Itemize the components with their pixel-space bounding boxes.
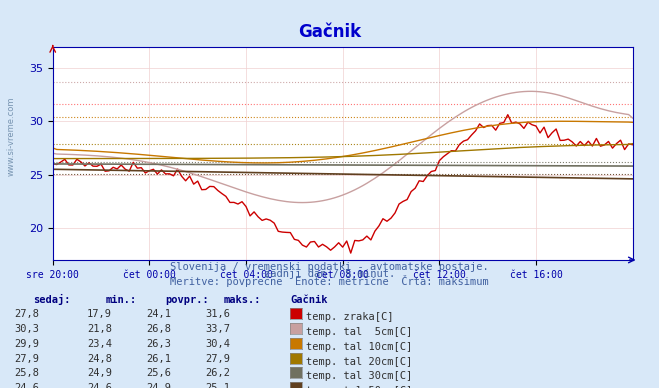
Text: temp. tal 50cm[C]: temp. tal 50cm[C] <box>306 386 413 388</box>
Text: temp. tal 30cm[C]: temp. tal 30cm[C] <box>306 371 413 381</box>
Text: 26,1: 26,1 <box>146 353 171 364</box>
Text: temp. tal  5cm[C]: temp. tal 5cm[C] <box>306 327 413 337</box>
Text: min.:: min.: <box>105 294 136 305</box>
Text: 27,9: 27,9 <box>206 353 231 364</box>
Text: Gačnik: Gačnik <box>298 23 361 41</box>
Text: 23,4: 23,4 <box>87 339 112 349</box>
Text: 25,8: 25,8 <box>14 368 40 378</box>
Text: 25,1: 25,1 <box>206 383 231 388</box>
Text: 33,7: 33,7 <box>206 324 231 334</box>
Text: 29,9: 29,9 <box>14 339 40 349</box>
Text: 24,8: 24,8 <box>87 353 112 364</box>
Text: maks.:: maks.: <box>224 294 262 305</box>
Text: 24,1: 24,1 <box>146 309 171 319</box>
Text: 24,6: 24,6 <box>87 383 112 388</box>
Text: zadnji dan / 5 minut.: zadnji dan / 5 minut. <box>264 269 395 279</box>
Text: 26,3: 26,3 <box>146 339 171 349</box>
Text: 21,8: 21,8 <box>87 324 112 334</box>
Text: 26,2: 26,2 <box>206 368 231 378</box>
Text: temp. zraka[C]: temp. zraka[C] <box>306 312 394 322</box>
Text: 30,3: 30,3 <box>14 324 40 334</box>
Text: Meritve: povprečne  Enote: metrične  Črta: maksimum: Meritve: povprečne Enote: metrične Črta:… <box>170 275 489 287</box>
Text: 24,9: 24,9 <box>87 368 112 378</box>
Text: Slovenija / vremenski podatki - avtomatske postaje.: Slovenija / vremenski podatki - avtomats… <box>170 262 489 272</box>
Text: www.si-vreme.com: www.si-vreme.com <box>7 96 16 175</box>
Text: temp. tal 20cm[C]: temp. tal 20cm[C] <box>306 357 413 367</box>
Text: 30,4: 30,4 <box>206 339 231 349</box>
Text: 27,8: 27,8 <box>14 309 40 319</box>
Text: 17,9: 17,9 <box>87 309 112 319</box>
Text: povpr.:: povpr.: <box>165 294 208 305</box>
Text: 24,9: 24,9 <box>146 383 171 388</box>
Text: 31,6: 31,6 <box>206 309 231 319</box>
Text: sedaj:: sedaj: <box>33 294 71 305</box>
Text: 24,6: 24,6 <box>14 383 40 388</box>
Text: 26,8: 26,8 <box>146 324 171 334</box>
Text: temp. tal 10cm[C]: temp. tal 10cm[C] <box>306 342 413 352</box>
Text: 27,9: 27,9 <box>14 353 40 364</box>
Text: 25,6: 25,6 <box>146 368 171 378</box>
Text: Gačnik: Gačnik <box>290 294 328 305</box>
